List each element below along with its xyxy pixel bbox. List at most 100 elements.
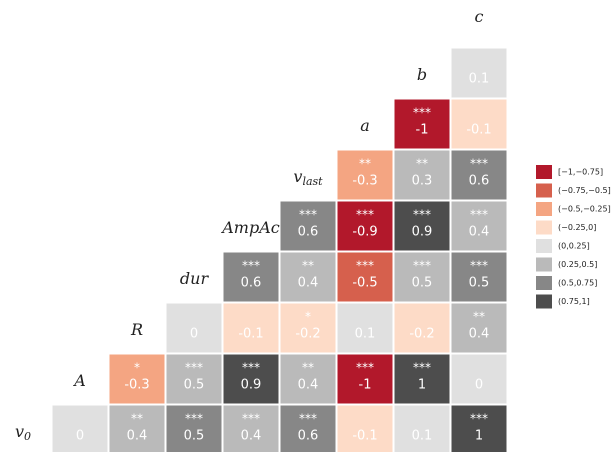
cell-value: -1 [416,123,429,138]
legend-swatch [536,183,552,198]
significance-stars: *** [413,259,431,273]
heatmap-cell [394,252,450,302]
variable-label-main: R [130,320,143,339]
heatmap-cell [337,252,393,302]
heatmap-cell [337,354,393,404]
variable-label-main: AmpAc [220,218,280,237]
heatmap-cell [337,201,393,251]
heatmap-cell [52,405,108,452]
variable-label-sub: last [302,175,323,188]
legend-swatch [536,220,552,235]
heatmap-cell [223,405,279,452]
legend-swatch [536,257,552,272]
significance-stars: *** [470,259,488,273]
cell-value: 0.4 [241,429,262,444]
heatmap-cell [109,405,165,452]
cell-value: 0.6 [469,174,490,189]
cell-value: 0 [475,378,483,393]
variable-label-main: v [15,422,24,441]
heatmap-cell [280,405,336,452]
significance-stars: *** [242,412,260,426]
cell-value: 0.4 [469,327,490,342]
cell-value: 0.6 [298,429,319,444]
heatmap-cell [451,354,507,404]
heatmap-cell [166,354,222,404]
variable-label: c [475,7,484,26]
legend-label: (−0.5,−0.25] [558,205,611,214]
cell-value: 0.1 [355,327,376,342]
cell-value: 0.4 [298,276,319,291]
variable-label: vlast [293,167,323,189]
significance-stars: *** [299,208,317,222]
heatmap-cell [337,303,393,353]
significance-stars: *** [356,259,374,273]
cell-value: -0.1 [238,327,263,342]
heatmap-cell [451,405,507,452]
heatmap-cell [451,303,507,353]
cell-value: 0.3 [412,174,433,189]
significance-stars: *** [242,259,260,273]
legend-swatch [536,294,552,309]
variable-label: A [72,371,86,390]
cell-value: 1 [418,378,426,393]
legend-swatch [536,202,552,216]
variable-label-main: c [475,7,484,26]
cell-value: 0.9 [241,378,262,393]
cell-value: 0 [190,327,198,342]
variable-label: v0 [15,422,31,444]
cell-value: -0.2 [295,327,320,342]
variable-label: b [417,65,427,84]
heatmap-cell [394,303,450,353]
heatmap-cell [337,150,393,200]
significance-stars: *** [242,361,260,375]
significance-stars: * [134,361,140,375]
cell-value: -0.2 [409,327,434,342]
heatmap-cell [394,201,450,251]
significance-stars: ** [359,157,371,171]
significance-stars: * [305,310,311,324]
heatmap-cell [223,303,279,353]
heatmap-cell [394,405,450,452]
variable-label-main: v [293,167,302,186]
cell-value: 0.5 [469,276,490,291]
cell-value: 0.6 [241,276,262,291]
heatmap-cell [451,201,507,251]
legend-label: (−0.75,−0.5] [558,186,611,195]
significance-stars: *** [470,208,488,222]
cell-value: -1 [359,378,372,393]
heatmap-cell [451,48,507,98]
cell-value: -0.3 [352,174,377,189]
heatmap-cell [166,303,222,353]
heatmap-cell [280,252,336,302]
heatmap-cell [451,99,507,149]
significance-stars: ** [416,157,428,171]
legend-label: (0.5,0.75] [558,279,597,288]
significance-stars: ** [302,259,314,273]
heatmap-cell [223,354,279,404]
significance-stars: *** [470,412,488,426]
cell-value: -0.9 [352,225,377,240]
variable-label-main: A [72,371,86,390]
variable-label: a [360,116,370,135]
significance-stars: ** [473,310,485,324]
cell-value: 0.5 [184,429,205,444]
cell-value: 0.5 [184,378,205,393]
cell-value: 0 [76,429,84,444]
legend-swatch [536,239,552,253]
heatmap-cell [394,99,450,149]
heatmap-cell [451,150,507,200]
cell-value: 0.9 [412,225,433,240]
cell-value: -0.1 [466,123,491,138]
variable-label: AmpAc [220,218,280,237]
significance-stars: *** [185,361,203,375]
cell-value: -0.5 [352,276,377,291]
cell-value: 1 [475,429,483,444]
cell-value: 0.4 [298,378,319,393]
significance-stars: ** [131,412,143,426]
cell-value: 0.6 [298,225,319,240]
variable-label: R [130,320,143,339]
heatmap-cell [223,252,279,302]
significance-stars: *** [299,412,317,426]
heatmap-cell [280,201,336,251]
